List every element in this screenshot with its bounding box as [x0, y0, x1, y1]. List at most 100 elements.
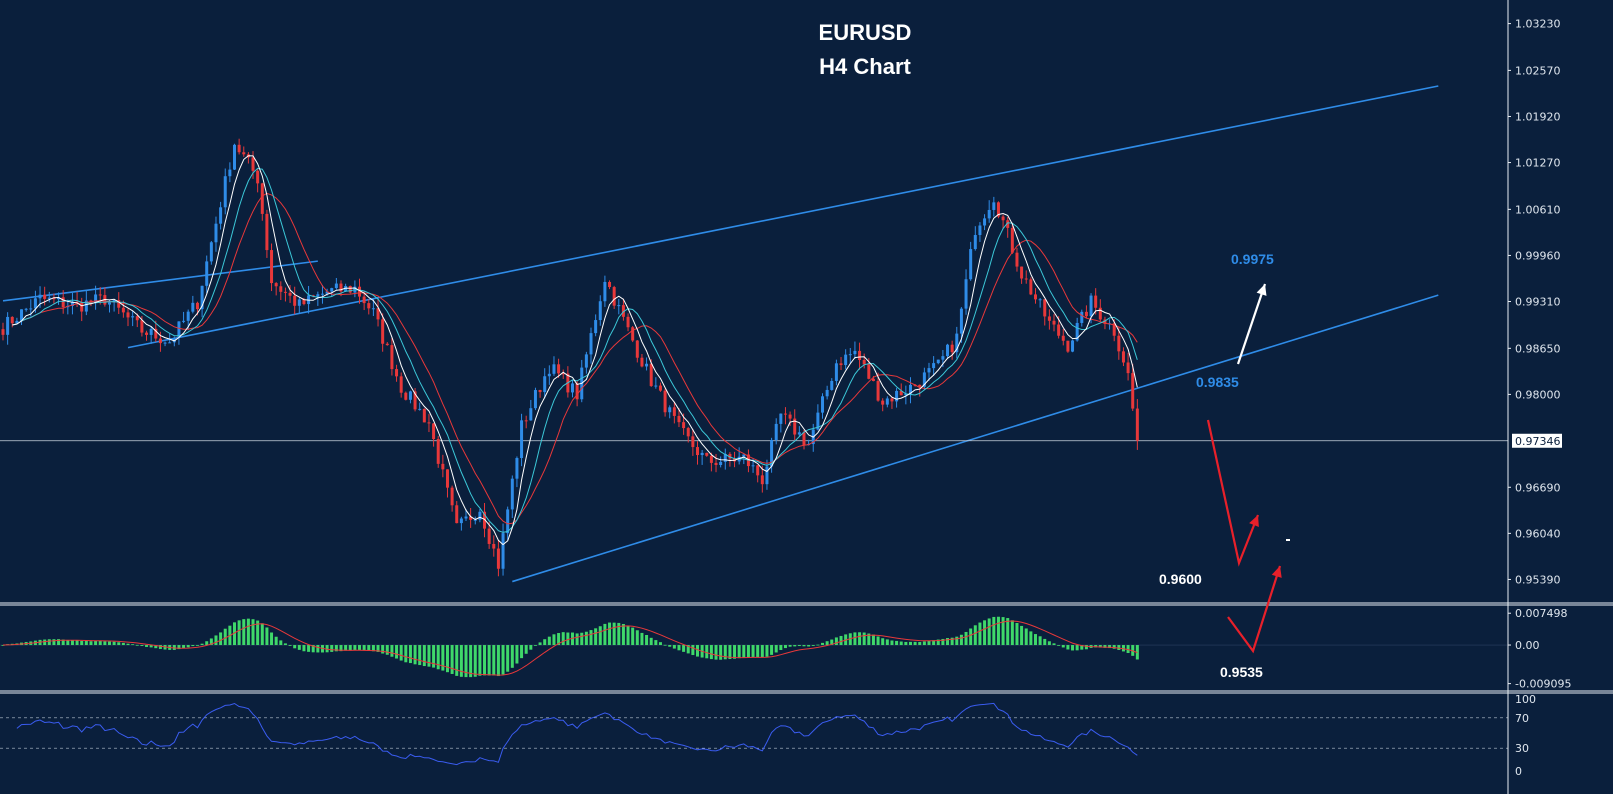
candle	[844, 349, 848, 370]
trendline-1	[127, 85, 1439, 349]
macd-histogram-bar	[492, 645, 496, 676]
candle	[390, 337, 394, 376]
macd-histogram-bar	[135, 644, 139, 646]
macd-histogram-bar	[871, 634, 875, 646]
macd-histogram-bar	[746, 645, 750, 658]
candle-body	[774, 423, 778, 440]
candle-body	[529, 408, 533, 421]
macd-histogram-bar	[371, 645, 375, 652]
candle-body	[723, 453, 727, 462]
candle-body	[455, 505, 459, 524]
bearish-arrow-1	[1206, 419, 1260, 567]
macd-histogram-bar	[334, 645, 338, 652]
macd-histogram-bar	[353, 645, 357, 651]
candle	[260, 182, 264, 221]
candle	[510, 475, 514, 518]
candle-body	[1001, 216, 1005, 221]
candle-body	[135, 316, 139, 321]
candle-body	[399, 376, 403, 393]
candle-body	[487, 528, 491, 544]
macd-histogram-bar	[1020, 625, 1024, 646]
candle-body	[413, 391, 417, 410]
macd-histogram-bar	[131, 644, 135, 646]
macd-histogram-bar	[1015, 622, 1019, 646]
candle	[228, 162, 232, 183]
candle	[825, 385, 829, 400]
candle	[80, 297, 84, 322]
current-price-tag	[1512, 433, 1562, 448]
candle	[612, 285, 616, 309]
candle	[496, 540, 500, 577]
macd-histogram-bar	[376, 645, 380, 652]
candle-body	[302, 299, 306, 305]
candle-body	[149, 328, 153, 335]
candle	[696, 441, 699, 465]
macd-histogram-bar	[996, 616, 1000, 646]
candle-body	[107, 302, 111, 305]
macd-histogram-bar	[575, 633, 579, 646]
candle	[853, 341, 857, 359]
candle-body	[228, 169, 232, 177]
price-tick-label: 1.02570	[1515, 64, 1561, 77]
macd-histogram-bar	[381, 645, 385, 654]
macd-histogram-bar	[325, 645, 329, 653]
candle-body	[830, 380, 834, 390]
candle	[973, 226, 977, 251]
macd-histogram-bar	[557, 633, 561, 646]
candle-body	[506, 509, 510, 534]
candle	[821, 393, 825, 419]
macd-histogram-bar	[52, 639, 56, 646]
candle	[1029, 277, 1033, 296]
candle-body	[756, 465, 760, 476]
candle	[719, 456, 723, 468]
candle	[320, 285, 324, 304]
macd-histogram-bar	[1061, 645, 1065, 648]
candle-body	[43, 294, 47, 299]
candle-body	[969, 249, 973, 280]
candle	[52, 293, 56, 305]
candle-body	[635, 340, 639, 358]
macd-histogram-bar	[145, 645, 149, 647]
candle-body	[682, 422, 686, 429]
candle-body	[265, 213, 269, 251]
macd-histogram-bar	[714, 645, 718, 660]
macd-histogram-bar	[570, 632, 574, 646]
macd-histogram-bar	[367, 645, 371, 651]
candle	[362, 291, 366, 311]
macd-histogram-bar	[510, 645, 514, 668]
candle-body	[233, 144, 236, 170]
candle	[1066, 340, 1070, 353]
price-tick-label: 0.95390	[1515, 573, 1561, 586]
candle-body	[172, 337, 176, 343]
price-tick-label: 1.01270	[1515, 157, 1561, 170]
macd-histogram-bar	[1066, 645, 1070, 650]
macd-histogram-bar	[774, 645, 778, 653]
macd-histogram-bar	[760, 645, 764, 658]
rsi-tick-label: 70	[1515, 712, 1529, 725]
macd-histogram-bar	[811, 645, 815, 646]
trendline-3	[2, 260, 318, 302]
macd-histogram-bar	[728, 645, 732, 660]
candle	[432, 422, 436, 447]
candle-body	[700, 452, 704, 456]
macd-histogram-bar	[515, 645, 519, 664]
candle-body	[834, 363, 838, 381]
candle	[358, 278, 362, 304]
candle	[205, 255, 209, 294]
macd-histogram-bar	[867, 633, 871, 646]
bullish-arrow-head	[1256, 284, 1267, 296]
candle-body	[297, 299, 301, 306]
macd-histogram-bar	[635, 630, 639, 646]
candle-body	[496, 548, 500, 569]
bearish-arrow-1-line	[1206, 419, 1260, 567]
candle-body	[432, 423, 436, 440]
candle-body	[867, 364, 871, 379]
candle	[237, 138, 241, 155]
macd-histogram-bar	[663, 644, 667, 646]
macd-histogram-bar	[561, 632, 565, 646]
candle-body	[570, 383, 574, 393]
candle-body	[649, 363, 653, 386]
candle	[631, 326, 635, 343]
candle	[177, 321, 181, 345]
candle-body	[158, 338, 162, 344]
